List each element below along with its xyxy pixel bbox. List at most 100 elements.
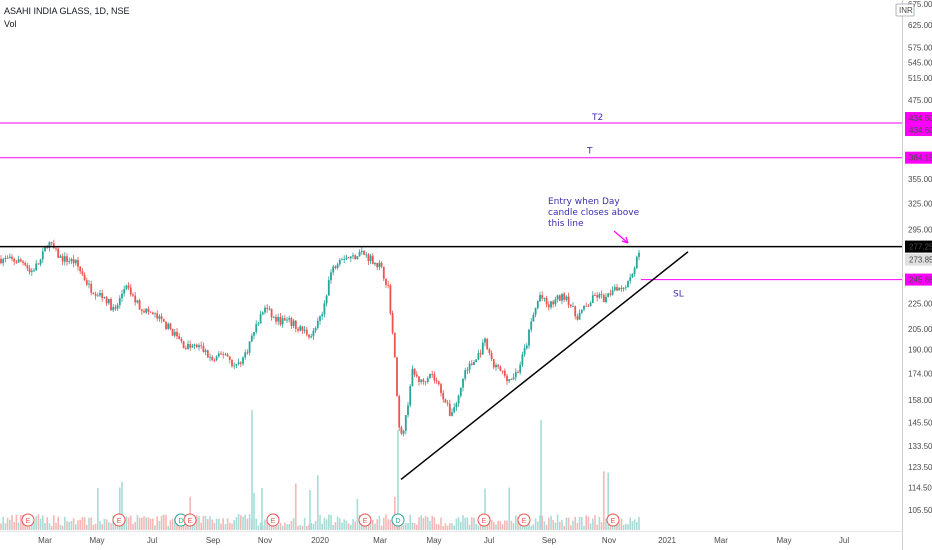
volume-bar <box>464 517 466 530</box>
price-label-bg <box>905 151 932 164</box>
candle-body <box>6 258 9 259</box>
volume-bar <box>242 516 244 530</box>
candle-body <box>253 331 255 336</box>
volume-bar <box>594 514 596 530</box>
volume-bar <box>81 516 84 530</box>
candle-body <box>79 266 82 272</box>
event-label: E <box>188 518 193 525</box>
candle-body <box>455 403 458 408</box>
candle-body <box>312 330 315 337</box>
candle-body <box>308 334 310 338</box>
candle-body <box>8 256 11 259</box>
candle-body <box>380 262 383 267</box>
volume-bar <box>253 492 255 530</box>
volume-bar <box>416 524 418 530</box>
volume-bar <box>154 525 156 530</box>
candle-body <box>244 352 247 358</box>
volume-bar <box>347 523 350 530</box>
volume-bar <box>138 517 141 530</box>
event-label: E <box>117 518 122 525</box>
candle-body <box>569 304 572 307</box>
volume-bar <box>539 515 541 530</box>
volume-spike <box>540 420 542 530</box>
candle-body <box>598 294 601 298</box>
candle-body <box>37 263 40 265</box>
volume-bar <box>46 517 48 530</box>
candle-body <box>24 262 27 266</box>
volume-bar <box>277 525 279 530</box>
volume-bar <box>442 525 444 530</box>
candle-body <box>171 328 174 336</box>
volume-bar <box>570 525 572 530</box>
time-tick-label: Nov <box>258 536 272 545</box>
volume-bar <box>15 514 18 530</box>
candle-body <box>433 374 436 381</box>
candle-body <box>151 312 154 314</box>
candle-body <box>213 359 216 361</box>
candle-body <box>0 258 2 264</box>
candle-body <box>132 294 134 296</box>
volume-spike <box>309 490 311 530</box>
entry-note-line: candle closes above <box>548 208 640 218</box>
price-tick-label: 205.00 <box>908 325 932 334</box>
candle-body <box>391 313 394 333</box>
candle-body <box>257 323 260 325</box>
volume-bar <box>449 523 451 530</box>
candle-body <box>156 313 159 319</box>
event-label: D <box>395 518 400 525</box>
candle-body <box>222 354 225 356</box>
candle-body <box>147 308 150 312</box>
candle-body <box>495 364 497 368</box>
candle-body <box>409 386 412 406</box>
currency-label: INR <box>899 6 913 15</box>
candle-body <box>74 259 77 264</box>
candle-body <box>558 295 561 301</box>
volume-bar <box>541 515 543 530</box>
time-tick-label: Sep <box>542 536 557 545</box>
volume-bar <box>275 525 277 530</box>
volume-bar <box>88 517 90 530</box>
volume-bar <box>281 525 284 530</box>
candle-body <box>387 284 390 286</box>
candle-body <box>444 399 447 403</box>
volume-bar <box>48 523 51 530</box>
candle-body <box>347 257 350 259</box>
candle-body <box>552 301 555 305</box>
volume-bar <box>537 521 539 530</box>
volume-bar <box>471 517 473 530</box>
candle-body <box>627 281 629 288</box>
volume-bar <box>209 516 211 530</box>
price-tick-label: 515.00 <box>908 74 932 83</box>
volume-bar <box>226 518 229 530</box>
candle-body <box>576 316 579 320</box>
volume-bar <box>398 525 400 530</box>
volume-bar <box>418 517 420 530</box>
volume-bar <box>127 517 130 530</box>
price-tick-label: 190.00 <box>908 346 932 355</box>
volume-bar <box>552 519 554 530</box>
volume-bar <box>420 515 422 530</box>
volume-bar <box>400 523 403 530</box>
candle-body <box>193 344 196 346</box>
volume-bar <box>457 517 460 530</box>
volume-bar <box>321 523 323 530</box>
candle-body <box>446 402 449 404</box>
volume-bar <box>356 498 359 530</box>
candle-body <box>389 285 392 314</box>
candle-body <box>528 329 530 346</box>
volume-bar <box>369 521 372 530</box>
time-tick-label: 2021 <box>658 536 676 545</box>
time-tick-label: Sep <box>206 536 221 545</box>
candle-body <box>367 254 370 261</box>
volume-bar <box>108 522 110 530</box>
horizontal-levels <box>0 122 902 281</box>
candle-body <box>536 301 539 309</box>
volume-bar <box>248 514 251 530</box>
volume-bar <box>427 517 429 530</box>
volume-bar <box>530 525 532 530</box>
volume-bar <box>50 525 53 530</box>
candle-body <box>112 307 115 311</box>
candle-body <box>231 359 233 366</box>
